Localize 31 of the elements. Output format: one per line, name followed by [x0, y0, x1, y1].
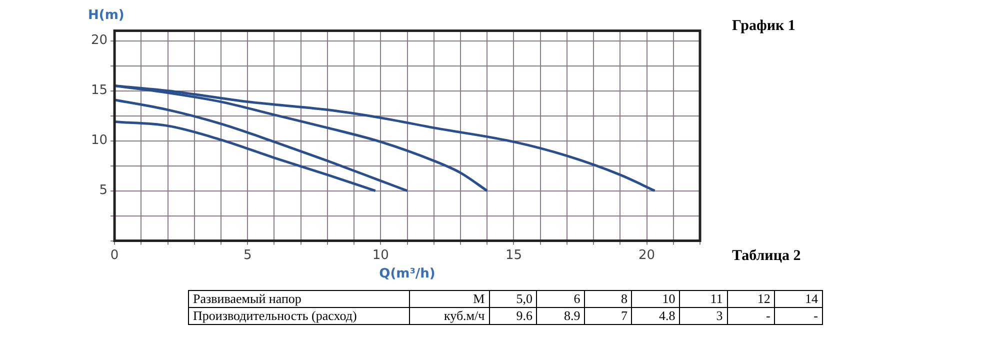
text: 8.9 — [536, 308, 585, 324]
y-tick-label: 10 — [90, 133, 108, 148]
text: 8 — [584, 290, 632, 308]
text: куб.м/ч — [410, 308, 490, 324]
x-tick-label: 0 — [110, 248, 119, 263]
x-tick-label: 5 — [243, 248, 252, 263]
x-tick-label: 10 — [372, 248, 389, 263]
text: 10 — [632, 290, 680, 308]
y-tick-label: 20 — [90, 33, 108, 48]
y-tick-label: 15 — [90, 83, 108, 98]
text: 4.8 — [632, 308, 680, 324]
text: 3 — [680, 308, 728, 324]
text: М — [410, 290, 490, 308]
x-tick-label: 15 — [505, 248, 522, 263]
x-tick-label: 20 — [638, 248, 656, 263]
text: Производительность (расход) — [188, 308, 410, 324]
text: Таблица 2 — [732, 248, 801, 265]
text: 5,0 — [489, 290, 537, 308]
y-axis-title: H(m) — [88, 8, 124, 23]
text: 9.6 — [489, 308, 537, 324]
text: График 1 — [732, 18, 796, 35]
text: - — [727, 308, 775, 324]
text: 11 — [680, 290, 728, 308]
text: 14 — [774, 290, 822, 308]
x-axis-title: Q(m³/h) — [379, 266, 436, 282]
text: Развиваемый напор — [188, 290, 410, 308]
text: 6 — [536, 290, 585, 308]
text: 12 — [727, 290, 775, 308]
text: - — [774, 308, 822, 324]
y-tick-label: 5 — [99, 183, 108, 198]
text: 7 — [584, 308, 632, 324]
